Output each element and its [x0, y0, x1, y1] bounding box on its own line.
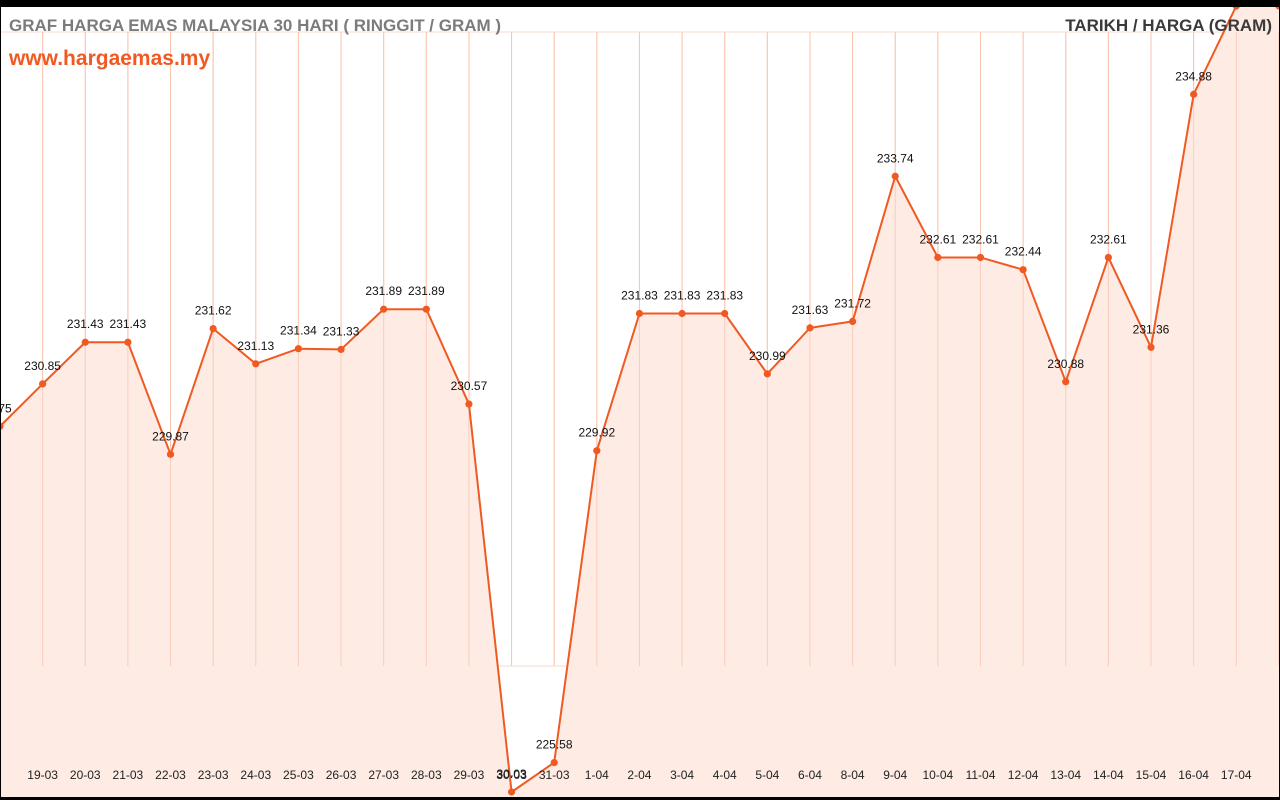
website-link[interactable]: www.hargaemas.my: [9, 47, 211, 70]
data-point-6-04: [806, 324, 814, 332]
x-tick-label-13-04: 13-04: [1050, 768, 1081, 782]
data-label-31-03: 225.58: [536, 738, 573, 752]
data-point-22-03: [166, 450, 175, 458]
x-tick-label-21-03: 21-03: [113, 768, 144, 782]
data-label-30-03: 30.03: [497, 767, 527, 781]
data-label-4-04: 231.83: [706, 289, 743, 303]
data-point-4-04: [721, 309, 729, 318]
data-label-16-04: 234.88: [1175, 69, 1212, 83]
data-point-28-03: [422, 305, 430, 313]
data-label-6-04: 231.63: [792, 303, 829, 317]
data-point-26-03: [337, 345, 345, 354]
x-tick-label-2-04: 2-04: [627, 768, 651, 782]
x-tick-label-1-04: 1-04: [585, 768, 609, 782]
data-label-5-04: 230.99: [749, 349, 786, 363]
data-point-29-03: [465, 400, 473, 408]
x-tick-label-16-04: 16-04: [1178, 768, 1209, 782]
chart-area: 0.75 230.85 231.43 231.43 229.87 231.62 231.13…: [0, 6, 1280, 798]
x-tick-label-25-03: 25-03: [283, 768, 314, 782]
x-tick-label-28-03: 28-03: [411, 768, 442, 782]
data-point-20-03: [81, 338, 89, 346]
chart-svg: 0.75 230.85 231.43 231.43 229.87 231.62 231.13…: [0, 6, 1280, 798]
data-point-24-03: [252, 360, 260, 368]
x-tick-label-11-04: 11-04: [966, 768, 996, 782]
data-point-11-04: [976, 253, 985, 262]
data-label-24-03: 231.13: [237, 339, 274, 353]
x-tick-label-20-03: 20-03: [70, 768, 101, 782]
data-label-23-03: 231.62: [195, 304, 232, 318]
data-label-14-04: 232.61: [1090, 232, 1127, 246]
data-label-3-04: 231.83: [664, 289, 701, 303]
data-point-3-04: [678, 309, 686, 318]
data-point-19-03: [39, 380, 47, 388]
data-label-21-03: 231.43: [110, 317, 147, 331]
data-label-26-03: 231.33: [323, 324, 360, 338]
data-label-2-04: 231.83: [621, 289, 658, 303]
data-label-13-04: 230.88: [1047, 357, 1084, 371]
data-label-8-04: 231.72: [834, 296, 871, 310]
data-label-12-04: 232.44: [1005, 245, 1042, 259]
x-tick-label-4-04: 4-04: [713, 768, 737, 782]
x-tick-label-6-04: 6-04: [798, 768, 822, 782]
data-point-15-04: [1147, 343, 1155, 351]
chart-legend: TARIKH / HARGA (GRAM): [1065, 16, 1272, 35]
x-tick-label-14-04: 14-04: [1093, 768, 1124, 782]
data-point-5-04: [763, 370, 771, 378]
data-point-13-04: [1062, 378, 1070, 386]
chart-title: GRAF HARGA EMAS MALAYSIA 30 HARI ( RINGG…: [9, 16, 502, 35]
data-point-10-04: [934, 253, 942, 262]
data-point-1-04: [593, 447, 601, 455]
x-tick-label-9-04: 9-04: [883, 768, 907, 782]
data-label-27-03: 231.89: [365, 284, 402, 298]
x-tick-label-15-04: 15-04: [1136, 768, 1167, 782]
data-point-12-04: [1019, 266, 1027, 274]
data-point-9-04: [891, 172, 899, 180]
x-tick-label-3-04: 3-04: [670, 768, 694, 782]
data-label-22-03: 229.87: [152, 429, 189, 443]
data-point-23-03: [209, 324, 217, 333]
x-tick-label-8-04: 8-04: [841, 768, 865, 782]
data-label-25-03: 231.34: [280, 324, 317, 338]
data-point-30-03: [507, 788, 516, 796]
x-tick-label-26-03: 26-03: [326, 768, 357, 782]
data-label-18-03: 0.75: [0, 401, 12, 415]
x-tick-label-30-03: 30-03: [496, 768, 527, 782]
data-label-19-03: 230.85: [24, 359, 61, 373]
data-point-21-03: [124, 338, 132, 346]
data-label-1-04: 229.92: [578, 426, 615, 440]
x-tick-label-23-03: 23-03: [198, 768, 229, 782]
data-point-31-03: [550, 758, 558, 767]
data-label-10-04: 232.61: [920, 232, 957, 246]
data-point-27-03: [380, 305, 388, 313]
data-label-15-04: 231.36: [1133, 322, 1170, 336]
data-point-8-04: [849, 317, 857, 326]
x-tick-label-29-03: 29-03: [454, 768, 485, 782]
x-tick-label-12-04: 12-04: [1008, 768, 1039, 782]
x-tick-label-22-03: 22-03: [155, 768, 186, 782]
x-tick-label-27-03: 27-03: [368, 768, 399, 782]
data-point-25-03: [294, 345, 303, 353]
data-point-2-04: [635, 309, 644, 318]
data-label-28-03: 231.89: [408, 284, 445, 298]
x-tick-label-24-03: 24-03: [240, 768, 271, 782]
x-tick-label-5-04: 5-04: [755, 768, 779, 782]
data-label-9-04: 233.74: [877, 151, 914, 165]
x-tick-label-31-03: 31-03: [539, 768, 570, 782]
x-tick-label-17-04: 17-04: [1221, 768, 1252, 782]
x-tick-label-19-03: 19-03: [27, 768, 58, 782]
data-point-14-04: [1104, 253, 1112, 262]
x-tick-label-10-04: 10-04: [923, 768, 954, 782]
data-label-29-03: 230.57: [451, 379, 488, 393]
data-label-20-03: 231.43: [67, 317, 104, 331]
data-point-16-04: [1190, 90, 1198, 98]
data-label-11-04: 232.61: [962, 232, 999, 246]
